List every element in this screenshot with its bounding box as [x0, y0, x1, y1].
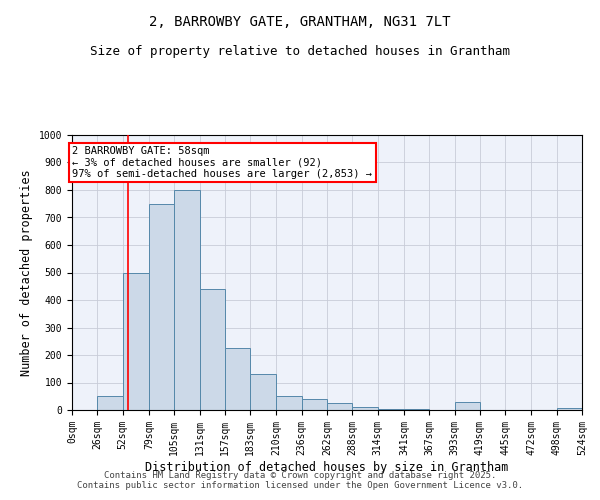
Bar: [302, 399, 327, 410]
Bar: [122, 272, 149, 410]
Text: Size of property relative to detached houses in Grantham: Size of property relative to detached ho…: [90, 45, 510, 58]
Bar: [149, 204, 174, 410]
X-axis label: Distribution of detached houses by size in Grantham: Distribution of detached houses by size …: [145, 460, 509, 473]
Bar: [377, 408, 404, 410]
Bar: [277, 396, 302, 410]
Bar: [225, 348, 250, 410]
Bar: [97, 396, 122, 410]
Bar: [352, 407, 377, 410]
Text: Contains HM Land Registry data © Crown copyright and database right 2025.
Contai: Contains HM Land Registry data © Crown c…: [77, 470, 523, 490]
Bar: [557, 408, 582, 410]
Bar: [404, 409, 429, 410]
Bar: [250, 374, 277, 410]
Y-axis label: Number of detached properties: Number of detached properties: [20, 169, 33, 376]
Bar: [327, 403, 352, 410]
Bar: [199, 289, 225, 410]
Bar: [455, 402, 480, 410]
Bar: [174, 190, 200, 410]
Text: 2 BARROWBY GATE: 58sqm
← 3% of detached houses are smaller (92)
97% of semi-deta: 2 BARROWBY GATE: 58sqm ← 3% of detached …: [73, 146, 373, 179]
Text: 2, BARROWBY GATE, GRANTHAM, NG31 7LT: 2, BARROWBY GATE, GRANTHAM, NG31 7LT: [149, 15, 451, 29]
